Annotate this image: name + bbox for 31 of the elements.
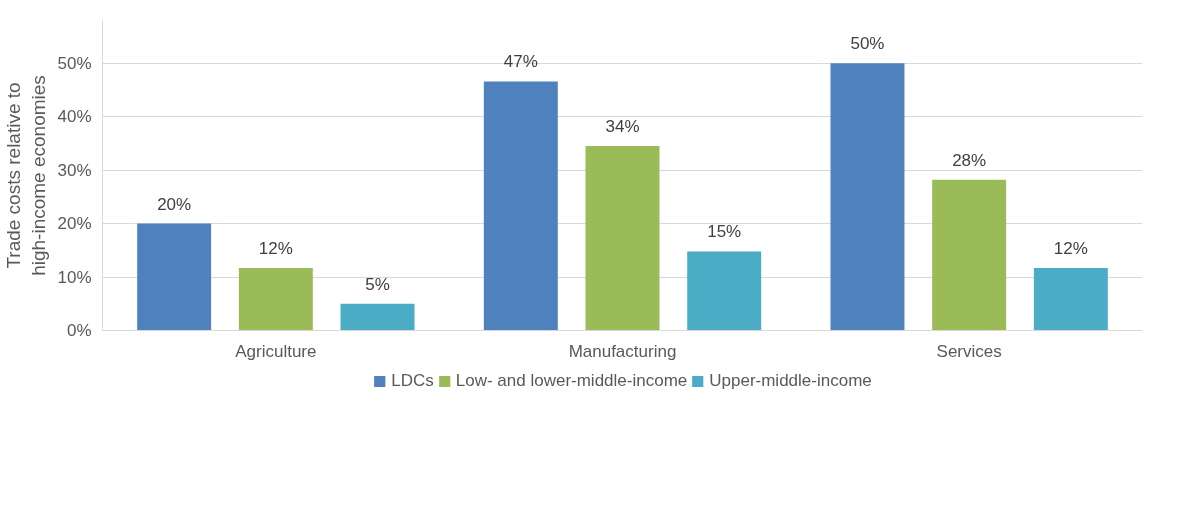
data-label: 12%: [1053, 238, 1088, 258]
bar: [1033, 267, 1108, 331]
y-tick-label: 50%: [57, 53, 92, 73]
y-tick-label: 10%: [57, 267, 92, 287]
bar: [687, 251, 762, 331]
bar: [483, 81, 558, 331]
x-tick-label: Services: [936, 341, 1002, 361]
data-label: 34%: [605, 117, 640, 137]
bar: [830, 63, 905, 331]
legend-label: LDCs: [391, 371, 434, 391]
data-label: 50%: [850, 34, 885, 54]
bar: [137, 223, 212, 331]
bar: [932, 179, 1007, 331]
bar: [238, 267, 313, 331]
legend-label: Low- and lower-middle-income: [455, 371, 688, 391]
y-tick-label: 20%: [57, 214, 92, 234]
y-tick-label: 0%: [66, 321, 92, 340]
data-label: 28%: [952, 150, 987, 170]
data-label: 20%: [157, 194, 192, 214]
y-tick-label: 30%: [57, 160, 92, 180]
data-label: 5%: [365, 274, 390, 294]
y-tick-label: 40%: [57, 107, 92, 127]
bar: [585, 146, 660, 331]
data-label: 47%: [503, 52, 538, 72]
legend-label: Upper-middle-income: [709, 371, 872, 391]
x-tick-label: Agriculture: [235, 341, 317, 361]
x-tick-label: Manufacturing: [568, 341, 677, 361]
data-label: 15%: [707, 222, 742, 242]
bar: [340, 303, 415, 331]
data-label: 12%: [258, 238, 293, 258]
y-axis-title: Trade costs relative to high-income economies: [3, 75, 50, 276]
